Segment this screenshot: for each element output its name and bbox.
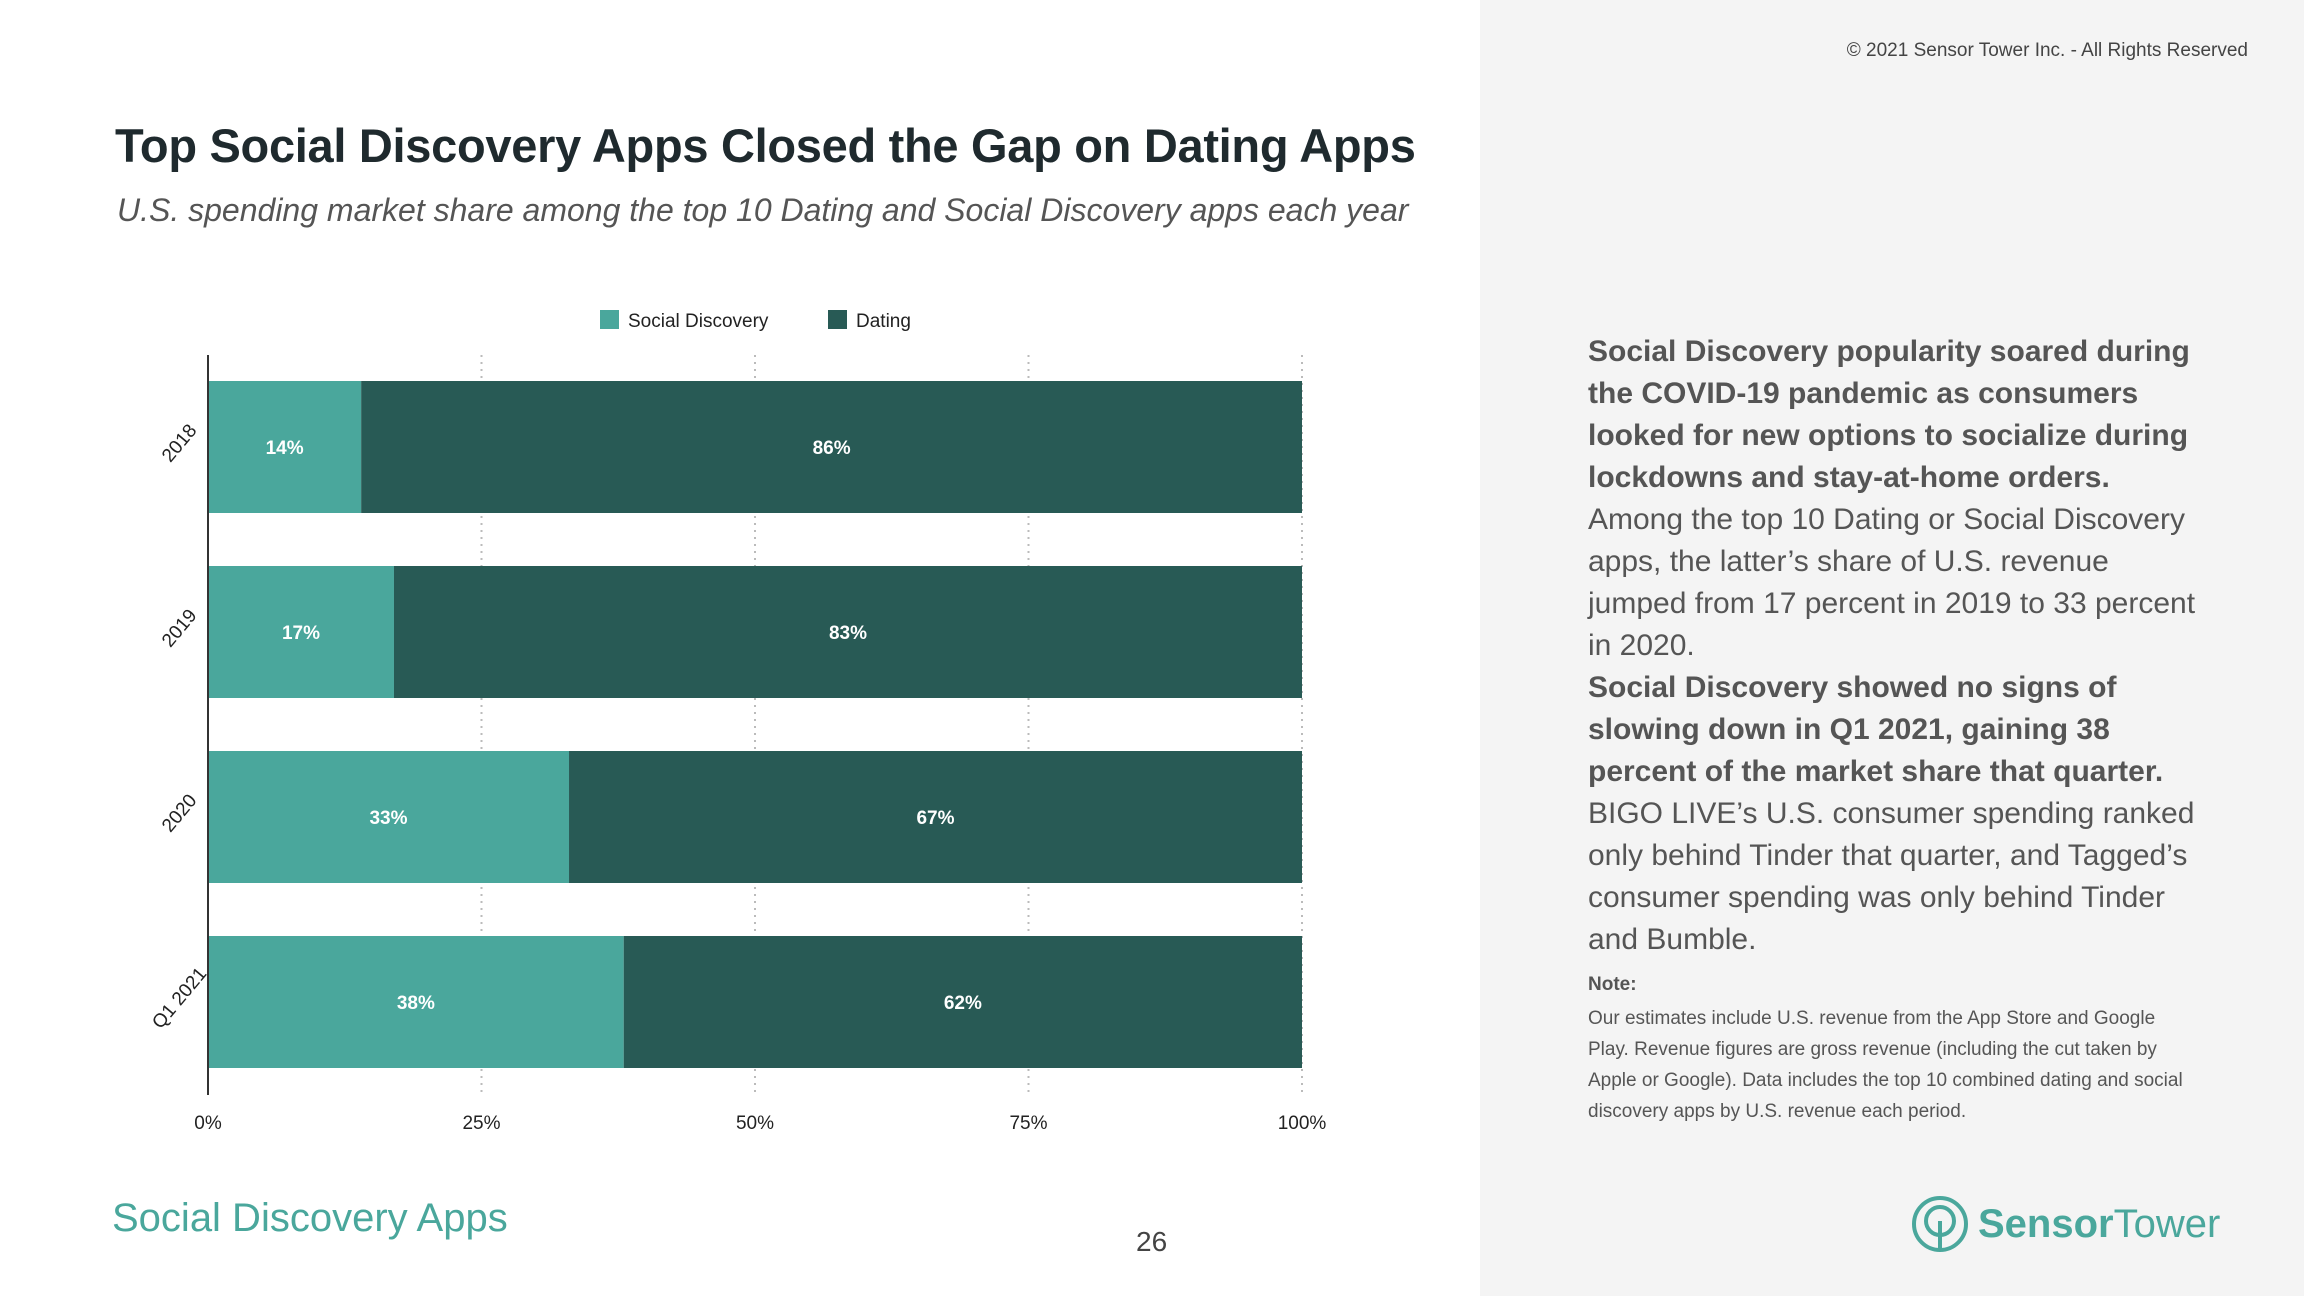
brand-logo: SensorTower: [1910, 1192, 2220, 1256]
legend-swatch: [828, 310, 847, 329]
x-tick-label: 25%: [462, 1113, 500, 1134]
commentary-p2-bold: Social Discovery showed no signs of slow…: [1588, 671, 2164, 788]
bar-segment: [208, 381, 362, 513]
page-number: 26: [1136, 1226, 1168, 1257]
commentary-p1-bold: Social Discovery popularity soared durin…: [1588, 335, 2190, 494]
page-title: Top Social Discovery Apps Closed the Gap…: [115, 119, 1416, 172]
bar-segment: [393, 566, 1303, 698]
x-tick-label: 75%: [1009, 1113, 1047, 1134]
bar-segment: [208, 566, 394, 698]
legend-label: Social Discovery: [628, 311, 769, 332]
page-subtitle: U.S. spending market share among the top…: [117, 192, 1409, 228]
data-label: 17%: [282, 623, 320, 644]
legend-swatch: [600, 310, 619, 329]
bar-segment: [623, 936, 1302, 1068]
commentary-paragraph-1: Social Discovery popularity soared durin…: [1588, 331, 2208, 667]
category-label: Q1 2021: [148, 964, 211, 1033]
x-tick-label: 0%: [194, 1113, 222, 1134]
data-label: 86%: [813, 438, 851, 459]
footer-section-title: Social Discovery Apps: [112, 1196, 508, 1240]
category-label: 2018: [158, 421, 201, 467]
note-label: Note:: [1588, 974, 1637, 995]
commentary-p1-rest: Among the top 10 Dating or Social Discov…: [1588, 503, 2196, 662]
category-label: 2020: [158, 791, 201, 837]
bar-segment: [569, 751, 1302, 883]
legend-label: Dating: [856, 311, 911, 332]
stacked-bar-chart: 14% 86% 2018 17% 83% 2019 33% 67% 2020 38% 62% Q1 2…: [148, 310, 1327, 1134]
brand-name: SensorTower: [1978, 1202, 2220, 1247]
sensor-tower-logo-icon: [1912, 1196, 1968, 1252]
bar-segment: [361, 381, 1302, 513]
data-label: 62%: [944, 993, 982, 1014]
data-label: 67%: [916, 808, 954, 829]
right-panel: [1480, 0, 2304, 1296]
data-label: 83%: [829, 623, 867, 644]
note-text: Our estimates include U.S. revenue from …: [1588, 1008, 2183, 1122]
copyright: © 2021 Sensor Tower Inc. - All Rights Re…: [1846, 40, 2248, 61]
data-label: 14%: [266, 438, 304, 459]
brand-name-part2: Tower: [2113, 1201, 2221, 1246]
x-tick-label: 100%: [1278, 1113, 1327, 1134]
commentary-p2-rest: BIGO LIVE’s U.S. consumer spending ranke…: [1588, 797, 2195, 956]
brand-name-part1: Sensor: [1978, 1201, 2114, 1246]
bar-segment: [208, 936, 624, 1068]
data-label: 33%: [369, 808, 407, 829]
data-label: 38%: [397, 993, 435, 1014]
x-tick-label: 50%: [736, 1113, 774, 1134]
bar-segment: [208, 751, 570, 883]
commentary-paragraph-2: Social Discovery showed no signs of slow…: [1588, 667, 2208, 961]
category-label: 2019: [158, 606, 201, 652]
